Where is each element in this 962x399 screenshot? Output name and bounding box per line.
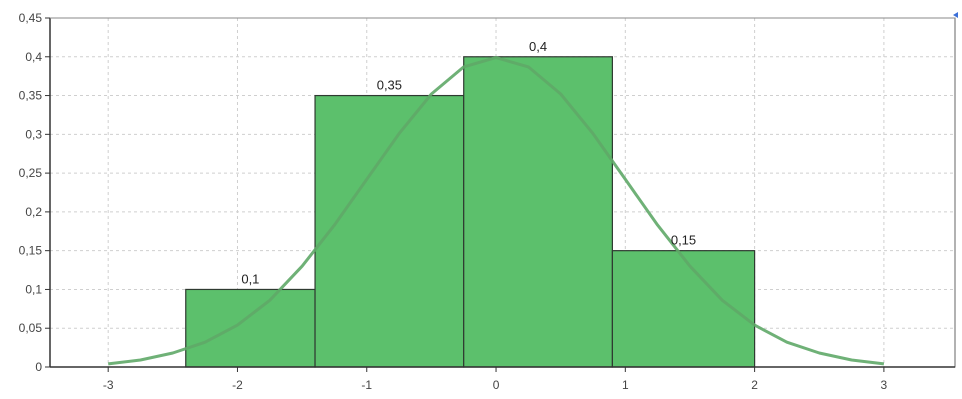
density-curve xyxy=(108,56,885,366)
x-tick-label: 1 xyxy=(622,378,629,392)
histogram-bar xyxy=(611,250,756,368)
y-tick-label: 0 xyxy=(35,360,42,374)
data-labels: 0,1 0,35 0,4 0,15 xyxy=(241,39,696,287)
x-tick-label: 2 xyxy=(751,378,758,392)
y-tick-label: 0,1 xyxy=(25,282,42,296)
y-tick-label: 0,25 xyxy=(19,166,43,180)
y-tick-label: 0,05 xyxy=(19,321,43,335)
bar-data-label: 0,15 xyxy=(671,233,696,248)
tick-labels: 0 0,05 0,1 0,15 0,2 0,25 0,3 0,35 0,4 0,45 -3 -2 -1 0… xyxy=(19,11,888,392)
density-curve-layer xyxy=(108,56,885,366)
x-tick-label: 3 xyxy=(881,378,888,392)
y-tick-label: 0,15 xyxy=(19,244,43,258)
histogram-bar xyxy=(314,94,465,368)
histogram-bar xyxy=(463,56,613,368)
y-tick-label: 0,4 xyxy=(25,50,42,64)
axes xyxy=(45,17,955,372)
x-tick-label: -2 xyxy=(232,378,243,392)
bar-data-label: 0,35 xyxy=(377,78,402,93)
y-tick-label: 0,35 xyxy=(19,89,43,103)
histogram-bar xyxy=(185,288,316,368)
x-tick-label: -3 xyxy=(103,378,114,392)
histogram-bars xyxy=(185,56,756,368)
y-tick-label: 0,2 xyxy=(25,205,42,219)
x-tick-label: -1 xyxy=(361,378,372,392)
bar-data-label: 0,1 xyxy=(241,271,259,286)
bar-data-label: 0,4 xyxy=(529,39,547,54)
x-tick-label: 0 xyxy=(493,378,500,392)
corner-marker xyxy=(953,12,958,18)
y-tick-label: 0,3 xyxy=(25,127,42,141)
y-tick-label: 0,45 xyxy=(19,11,43,25)
corner-marker-icon xyxy=(953,12,958,18)
